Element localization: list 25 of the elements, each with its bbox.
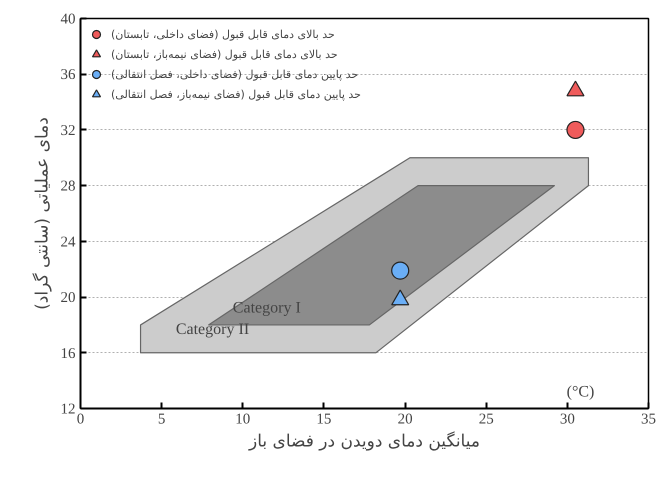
x-tick-label: 0 [76,412,84,428]
x-tick-label: 20 [398,412,413,428]
x-tick-label: 10 [235,412,250,428]
x-tick-label: 15 [316,412,332,428]
y-tick-label: 28 [60,178,76,195]
y-tick-label: 32 [60,122,76,139]
y-tick-label: 20 [60,290,76,306]
x-tick-label: 5 [158,412,166,428]
x-tick-label: 30 [560,412,575,428]
series-label: Category II [176,320,250,338]
x-tick-label: 35 [641,412,656,428]
x-tick-label: 25 [478,412,494,428]
series-label: Category I [232,300,301,317]
y-tick-label: 40 [60,12,76,28]
annotation: (°C) [566,384,594,400]
y-axis-title: دمای عملیاتی (سانتی گراد) [32,117,52,310]
y-tick-label: 36 [60,67,76,84]
y-tick-label: 24 [60,234,76,250]
legend-label: حد پایین دمای قابل قبول (فضای نیمه‌باز، فصل انتقالی) [111,88,361,100]
y-tick-label: 12 [60,402,76,418]
legend-label: حد بالای دمای قابل قبول (فضای نیمه‌باز، تابستان) [111,48,338,60]
legend-label: حد پایین دمای قابل قبول (فضای داخلی، فصل انتقالی) [111,68,358,80]
x-axis-title: میانگین دمای دویدن در فضای باز [248,430,480,452]
y-tick-label: 16 [60,346,76,362]
legend-label: حد بالای دمای قابل قبول (فضای داخلی، تابستان) [111,28,335,40]
